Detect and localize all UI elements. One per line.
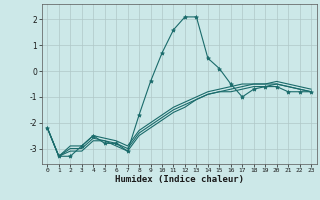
X-axis label: Humidex (Indice chaleur): Humidex (Indice chaleur) bbox=[115, 175, 244, 184]
